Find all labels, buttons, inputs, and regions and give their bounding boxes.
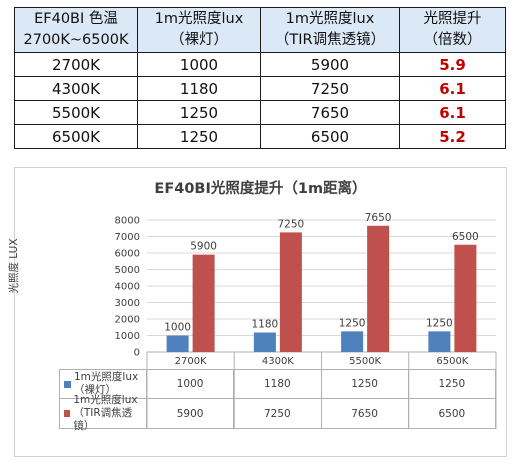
legend-label-line: （TIR调焦透镜）	[73, 407, 133, 432]
table-row: 4300K 1180 7250 6.1	[14, 76, 506, 101]
data-table-cell: 1250	[408, 369, 496, 399]
data-label: 1180	[252, 319, 279, 331]
cell-bare-lux: 1250	[137, 100, 261, 125]
legend-label-line: 1m光照度lux	[73, 394, 138, 406]
bar-bare	[428, 331, 451, 352]
cell-tir-lux: 5900	[260, 52, 400, 77]
y-tick-label: 5000	[115, 265, 140, 276]
chart-area: EF40BI光照度提升（1m距离）	[14, 167, 507, 457]
y-tick-label: 6000	[115, 249, 140, 260]
data-table-cell: 7650	[321, 399, 409, 429]
legend-swatch	[64, 410, 71, 417]
cell-ratio: 5.9	[399, 52, 506, 77]
header-tir-lux-line2: （TIR调焦透镜）	[274, 32, 386, 48]
legend-entry-tir: 1m光照度lux （TIR调焦透镜）	[59, 394, 147, 432]
cell-color-temp: 2700K	[14, 52, 138, 77]
cell-ratio: 6.1	[399, 76, 506, 101]
header-color-temp: EF40BI 色温 2700K~6500K	[14, 7, 138, 53]
cell-tir-lux: 7250	[260, 76, 400, 101]
cell-tir-lux: 6500	[260, 124, 400, 149]
data-label: 1000	[164, 322, 191, 334]
table-row: 5500K 1250 7650 6.1	[14, 100, 506, 125]
data-table-cell: 1250	[321, 369, 409, 399]
comparison-table: EF40BI 色温 2700K~6500K 1m光照度lux （裸灯） 1m光照…	[14, 7, 506, 149]
bar-tir	[279, 232, 302, 352]
data-table-cell: 1000	[147, 369, 235, 399]
header-color-temp-line2: 2700K~6500K	[23, 32, 129, 48]
bar-bare	[341, 331, 364, 352]
data-label: 1250	[426, 317, 453, 329]
header-ratio-line2: （倍数）	[423, 32, 482, 48]
x-tick-label: 2700K	[175, 356, 207, 367]
table-header-row: EF40BI 色温 2700K~6500K 1m光照度lux （裸灯） 1m光照…	[14, 7, 506, 53]
table-row: 2700K 1000 5900 5.9	[14, 52, 506, 77]
header-bare-lux-line2: （裸灯）	[170, 32, 228, 48]
cell-color-temp: 4300K	[14, 76, 138, 101]
bar-tir	[192, 254, 215, 352]
data-label: 7650	[365, 212, 392, 224]
legend-swatch	[64, 380, 71, 388]
legend-label-line: （裸灯）	[74, 384, 116, 396]
cell-bare-lux: 1000	[137, 52, 261, 77]
legend-label-line: 1m光照度lux	[74, 371, 139, 383]
header-tir-lux: 1m光照度lux （TIR调焦透镜）	[260, 7, 400, 53]
data-table-cell: 1180	[234, 369, 322, 399]
bar-bare	[166, 335, 189, 352]
bar-tir	[367, 225, 390, 352]
x-tick-label: 4300K	[262, 356, 294, 367]
header-ratio: 光照提升 （倍数）	[399, 7, 506, 53]
legend-label: 1m光照度lux （裸灯）	[74, 371, 138, 397]
x-tick-label: 5500K	[349, 356, 381, 367]
data-label: 7250	[278, 218, 305, 230]
y-tick-label: 8000	[115, 216, 140, 227]
y-tick-label: 7000	[115, 232, 140, 243]
data-table-cell: 5900	[147, 399, 235, 429]
y-tick-label: 3000	[115, 298, 140, 309]
cell-color-temp: 6500K	[14, 124, 138, 149]
data-label: 5900	[190, 241, 217, 253]
y-tick-label: 0	[134, 348, 140, 359]
y-tick-label: 4000	[115, 282, 140, 293]
x-tick-label: 6500K	[436, 356, 468, 367]
chart-title: EF40BI光照度提升（1m距离）	[154, 181, 367, 197]
legend-label: 1m光照度lux （TIR调焦透镜）	[73, 394, 146, 433]
legend-entry-bare: 1m光照度lux （裸灯）	[59, 369, 147, 399]
cell-bare-lux: 1250	[137, 124, 261, 149]
header-tir-lux-line1: 1m光照度lux	[285, 11, 375, 27]
cell-ratio: 5.2	[399, 124, 506, 149]
data-table-cell: 6500	[408, 399, 496, 429]
header-bare-lux-line1: 1m光照度lux	[154, 11, 244, 27]
table-row: 6500K 1250 6500 5.2	[14, 124, 506, 149]
data-label: 6500	[452, 231, 479, 243]
data-table-cell: 7250	[234, 399, 322, 429]
cell-tir-lux: 7650	[260, 100, 400, 125]
bar-bare	[253, 332, 276, 352]
y-tick-label: 1000	[115, 331, 140, 342]
bar-tir	[454, 244, 477, 352]
cell-color-temp: 5500K	[14, 100, 138, 125]
y-tick-label: 2000	[115, 315, 140, 326]
cell-bare-lux: 1180	[137, 76, 261, 101]
header-color-temp-line1: EF40BI 色温	[34, 11, 118, 27]
cell-ratio: 6.1	[399, 100, 506, 125]
data-label: 1250	[339, 317, 366, 329]
header-ratio-line1: 光照提升	[423, 11, 482, 27]
header-bare-lux: 1m光照度lux （裸灯）	[137, 7, 261, 53]
